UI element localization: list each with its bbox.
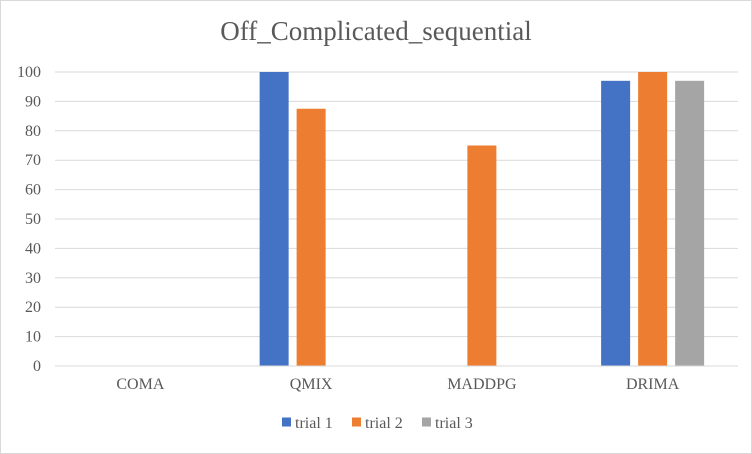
- legend-label: trial 3: [435, 415, 473, 432]
- y-tick-label: 30: [25, 270, 41, 287]
- bars: [259, 72, 705, 366]
- y-tick-label: 50: [25, 211, 41, 228]
- bar-drima-trial-3: [675, 80, 705, 366]
- x-category-label: MADDPG: [447, 376, 517, 393]
- bar-drima-trial-2: [638, 72, 668, 366]
- legend-label: trial 1: [295, 415, 333, 432]
- y-axis-ticks: 0 10 20 30 40 50 60 70 80 90 100: [17, 64, 41, 375]
- y-tick-label: 20: [25, 299, 41, 316]
- y-tick-label: 70: [25, 152, 41, 169]
- bar-qmix-trial-1: [259, 72, 289, 366]
- y-tick-label: 80: [25, 123, 41, 140]
- legend-label: trial 2: [365, 415, 403, 432]
- legend-swatch: [282, 417, 291, 427]
- bar-qmix-trial-2: [296, 108, 326, 366]
- bar-drima-trial-1: [601, 80, 631, 366]
- y-tick-label: 100: [17, 64, 41, 81]
- x-category-label: QMIX: [290, 376, 333, 393]
- y-tick-label: 90: [25, 93, 41, 110]
- y-tick-label: 60: [25, 182, 41, 199]
- legend-swatch: [422, 417, 431, 427]
- gridlines: [55, 71, 738, 338]
- x-category-label: DRIMA: [626, 376, 680, 393]
- legend: trial 1 trial 2 trial 3: [282, 415, 473, 432]
- bar-maddpg-trial-2: [467, 145, 497, 366]
- legend-swatch: [352, 417, 361, 427]
- y-tick-label: 0: [33, 358, 41, 375]
- x-axis-labels: COMA QMIX MADDPG DRIMA: [116, 376, 679, 393]
- chart-title: Off_Complicated_sequential: [220, 16, 531, 46]
- y-tick-label: 10: [25, 329, 41, 346]
- x-category-label: COMA: [116, 376, 164, 393]
- y-tick-label: 40: [25, 240, 41, 257]
